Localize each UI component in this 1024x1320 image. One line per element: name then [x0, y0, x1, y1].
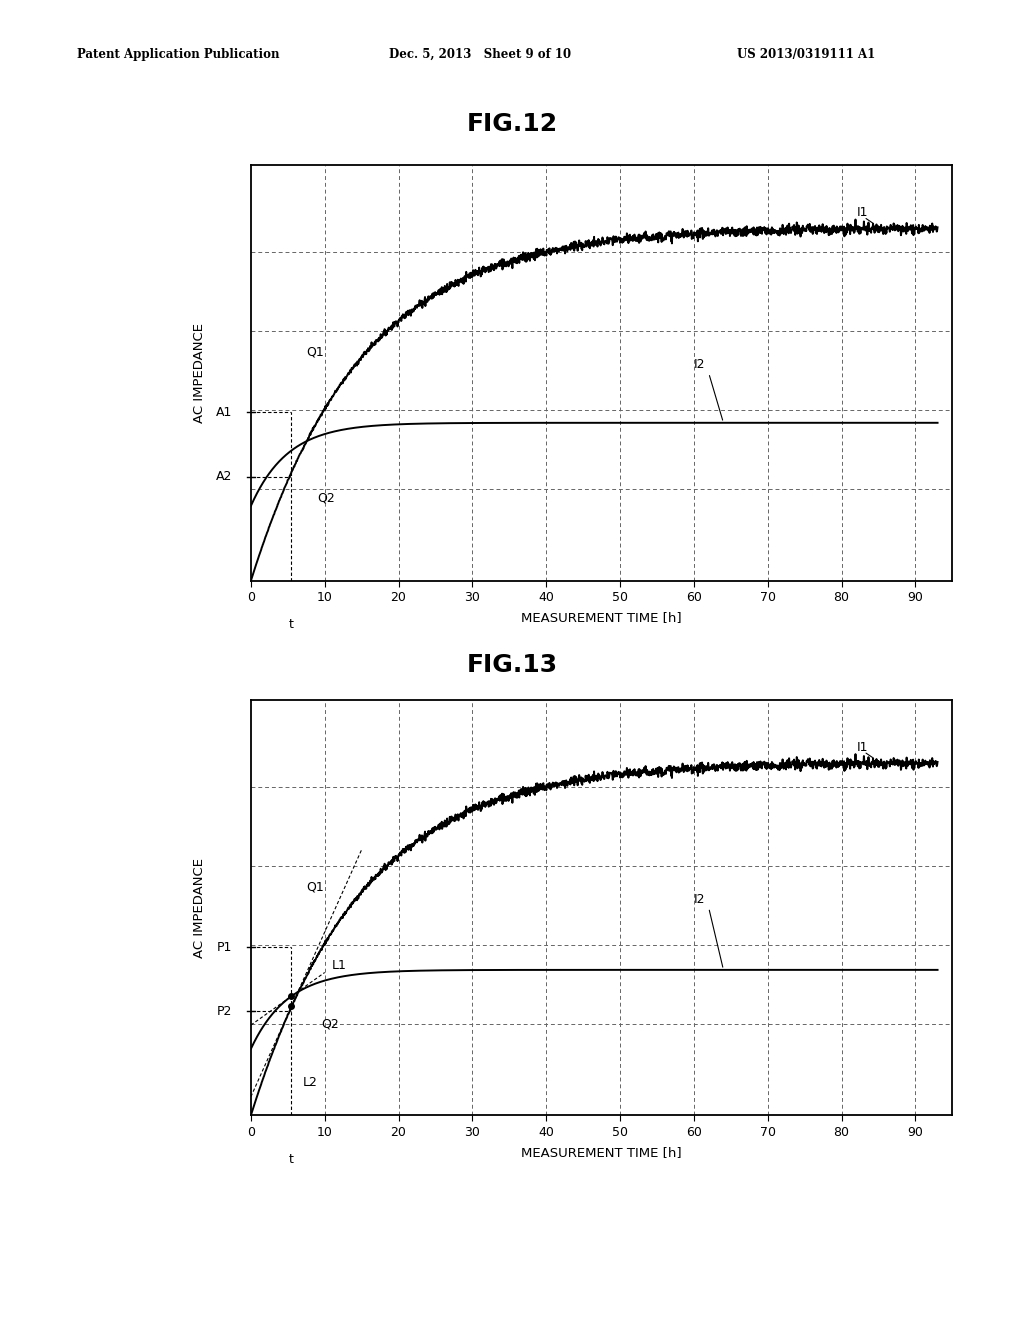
- Text: P2: P2: [217, 1005, 232, 1018]
- Text: Dec. 5, 2013   Sheet 9 of 10: Dec. 5, 2013 Sheet 9 of 10: [389, 48, 571, 61]
- X-axis label: MEASUREMENT TIME [h]: MEASUREMENT TIME [h]: [521, 611, 682, 624]
- X-axis label: MEASUREMENT TIME [h]: MEASUREMENT TIME [h]: [521, 1146, 682, 1159]
- Text: US 2013/0319111 A1: US 2013/0319111 A1: [737, 48, 876, 61]
- Text: I2: I2: [694, 358, 706, 371]
- Text: P1: P1: [217, 941, 232, 953]
- Text: Q2: Q2: [317, 491, 335, 504]
- Text: FIG.12: FIG.12: [467, 112, 557, 136]
- Text: L1: L1: [332, 960, 347, 973]
- Text: Q2: Q2: [322, 1018, 339, 1031]
- Text: A2: A2: [216, 470, 232, 483]
- Text: L2: L2: [302, 1076, 317, 1089]
- Text: A1: A1: [216, 407, 232, 418]
- Text: FIG.13: FIG.13: [467, 653, 557, 677]
- Text: I1: I1: [856, 206, 867, 219]
- Text: Patent Application Publication: Patent Application Publication: [77, 48, 280, 61]
- Text: t: t: [289, 1152, 294, 1166]
- Text: I1: I1: [856, 741, 867, 754]
- Text: I2: I2: [694, 892, 706, 906]
- Text: AC IMPEDANCE: AC IMPEDANCE: [194, 858, 206, 957]
- Text: t: t: [289, 618, 294, 631]
- Text: AC IMPEDANCE: AC IMPEDANCE: [194, 323, 206, 422]
- Text: Q1: Q1: [306, 880, 324, 894]
- Text: Q1: Q1: [306, 346, 324, 359]
